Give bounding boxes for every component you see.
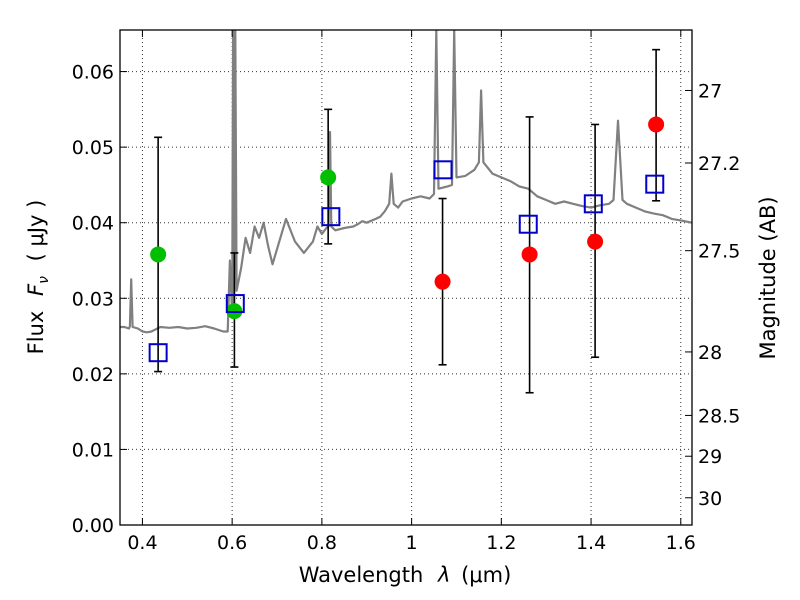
red-data-point [648, 116, 665, 133]
model-spectrum [120, 30, 692, 334]
x-tick-label: 0.4 [127, 532, 157, 554]
y-axis-title-unit: ( μJy ) [24, 200, 48, 262]
blue-square-point [225, 294, 245, 314]
y-axis-title-word: Flux [24, 311, 48, 355]
y2-axis-title: Magnitude (AB) [756, 196, 780, 359]
x-tick-label: 0.6 [217, 532, 247, 554]
x-tick-label: 1.4 [576, 532, 606, 554]
model-spectrum-line [120, 30, 692, 334]
blue-square-point [645, 174, 665, 194]
red-data-point [434, 273, 451, 290]
y-tick-label: 0.02 [72, 364, 114, 386]
y-axis-title: Flux Fν ( μJy ) [24, 200, 53, 355]
axis-ticks: 0.4 0.6 0.8 1 1.2 1.4 1.6 0.00 0.01 0.02 0.03 0.04 0… [72, 30, 740, 554]
x-axis-title: Wavelength λ (μm) [299, 563, 512, 587]
y-axis-title-subscript: ν [36, 276, 52, 284]
blue-square-point [321, 207, 341, 227]
y2-tick-label: 27.5 [698, 241, 740, 263]
y2-tick-label: 28.5 [698, 405, 740, 427]
y-tick-label: 0.00 [72, 515, 114, 537]
y2-tick-label: 27.2 [698, 153, 740, 175]
grid [120, 30, 692, 526]
x-tick-label: 1.2 [486, 532, 516, 554]
y-tick-label: 0.01 [72, 439, 114, 461]
plot-frame [119, 29, 693, 526]
error-bars [154, 48, 661, 394]
blue-square-point [433, 160, 453, 180]
blue-square-point [518, 214, 538, 234]
y2-tick-label: 30 [698, 488, 722, 510]
x-axis-title-symbol: λ [437, 563, 450, 587]
red-data-point [521, 246, 538, 263]
y-tick-label: 0.03 [72, 288, 114, 310]
green-data-point [150, 246, 167, 263]
blue-square-point [148, 343, 168, 363]
y2-tick-label: 27 [698, 80, 722, 102]
data-markers [148, 116, 665, 363]
x-axis-title-word: Wavelength [299, 563, 424, 587]
x-tick-label: 0.8 [307, 532, 337, 554]
y-axis-title-symbol: F [24, 283, 48, 296]
y2-tick-label: 28 [698, 342, 722, 364]
y2-tick-label: 29 [698, 446, 722, 468]
x-tick-label: 1.6 [666, 532, 696, 554]
y-tick-label: 0.06 [72, 62, 114, 84]
x-axis-title-unit: (μm) [461, 563, 511, 587]
green-data-point [320, 169, 337, 186]
y-tick-label: 0.05 [72, 137, 114, 159]
y-tick-label: 0.04 [72, 213, 114, 235]
blue-square-point [583, 194, 603, 214]
x-tick-label: 1 [406, 532, 418, 554]
red-data-point [587, 233, 604, 250]
